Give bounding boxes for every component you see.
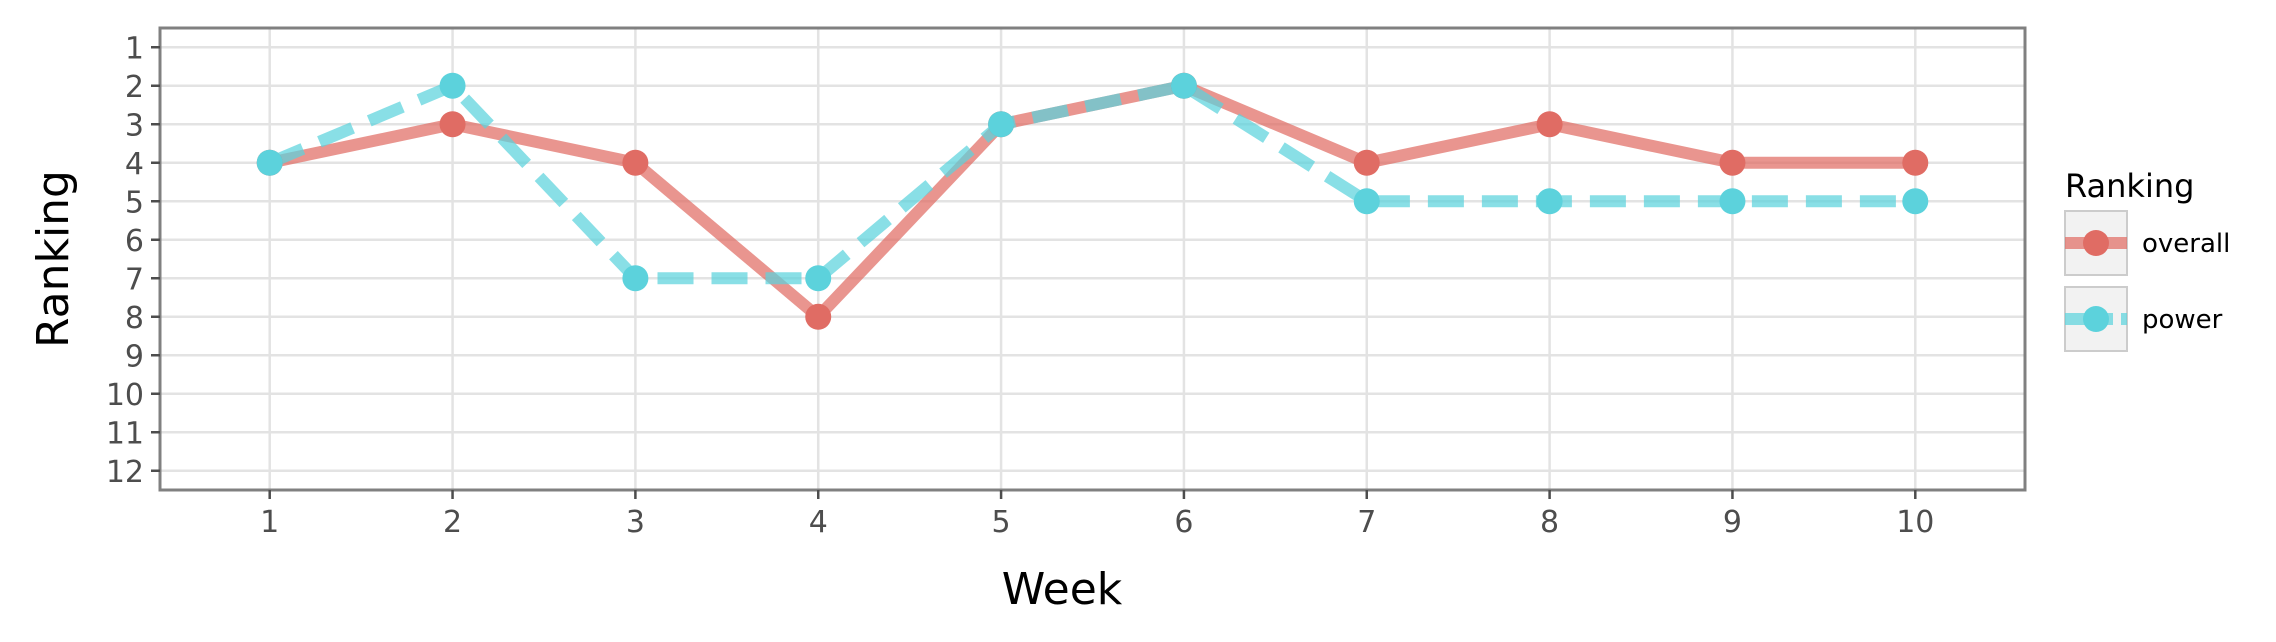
data-point-overall bbox=[805, 303, 832, 330]
data-point-overall bbox=[1353, 149, 1380, 176]
data-point-power bbox=[1536, 188, 1563, 215]
data-series bbox=[256, 72, 1929, 330]
legend-label-power: power bbox=[2142, 305, 2223, 335]
data-point-power bbox=[256, 149, 283, 176]
plot-border bbox=[158, 26, 2027, 492]
y-tick-label: 11 bbox=[106, 416, 144, 451]
y-tick-label: 12 bbox=[106, 455, 144, 490]
legend-point-power bbox=[2083, 306, 2109, 332]
data-point-overall bbox=[1536, 111, 1563, 138]
x-axis-title: Week bbox=[1002, 564, 1123, 615]
legend-title: Ranking bbox=[2065, 167, 2194, 205]
x-tick-label: 2 bbox=[443, 505, 462, 540]
x-tick-label: 5 bbox=[992, 505, 1011, 540]
data-point-power bbox=[1902, 188, 1929, 215]
x-tick-label: 3 bbox=[626, 505, 645, 540]
y-tick-label: 4 bbox=[125, 147, 144, 182]
data-point-power bbox=[1719, 188, 1746, 215]
y-tick-label: 8 bbox=[125, 301, 144, 336]
x-tick-label: 6 bbox=[1174, 505, 1193, 540]
y-tick-label: 5 bbox=[125, 185, 144, 220]
y-tick-label: 10 bbox=[106, 378, 144, 413]
data-point-overall bbox=[1719, 149, 1746, 176]
data-point-overall bbox=[622, 149, 649, 176]
data-point-power bbox=[439, 72, 466, 99]
data-point-power bbox=[1170, 72, 1197, 99]
y-tick-label: 6 bbox=[125, 224, 144, 259]
data-point-power bbox=[805, 265, 832, 292]
y-tick-label: 2 bbox=[125, 70, 144, 105]
data-point-overall bbox=[1902, 149, 1929, 176]
data-point-power bbox=[1353, 188, 1380, 215]
grid-lines bbox=[160, 28, 2025, 490]
x-tick-label: 8 bbox=[1540, 505, 1559, 540]
x-tick-label: 7 bbox=[1357, 505, 1376, 540]
legend-label-overall: overall bbox=[2142, 229, 2230, 259]
legend: Ranking overall power bbox=[2064, 167, 2230, 352]
legend-point-overall bbox=[2083, 230, 2109, 256]
series-line-power bbox=[267, 79, 1916, 285]
data-point-power bbox=[622, 265, 649, 292]
y-tick-label: 7 bbox=[125, 262, 144, 297]
x-tick-label: 10 bbox=[1896, 505, 1934, 540]
y-tick-label: 9 bbox=[125, 339, 144, 374]
x-tick-label: 1 bbox=[260, 505, 279, 540]
x-tick-label: 9 bbox=[1723, 505, 1742, 540]
y-tick-label: 3 bbox=[125, 108, 144, 143]
data-point-overall bbox=[439, 111, 466, 138]
y-tick-label: 1 bbox=[125, 31, 144, 66]
x-tick-label: 4 bbox=[809, 505, 828, 540]
data-point-power bbox=[988, 111, 1015, 138]
y-axis-title: Ranking bbox=[28, 170, 79, 348]
